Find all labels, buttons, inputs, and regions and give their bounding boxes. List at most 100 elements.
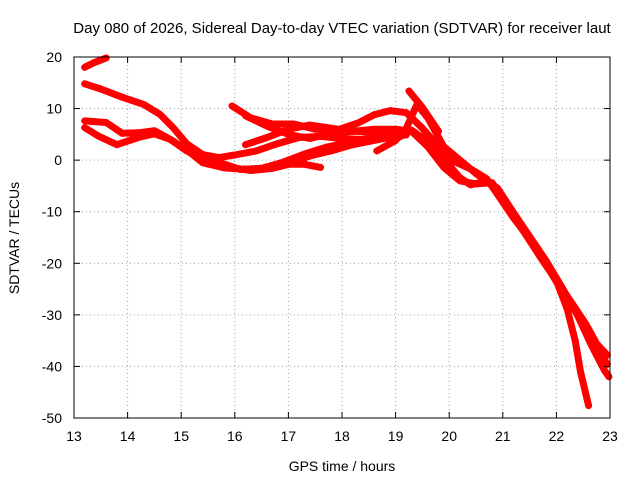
x-tick-label: 20 (441, 428, 457, 444)
data-point (370, 111, 378, 119)
data-point (418, 104, 426, 112)
data-point (89, 59, 97, 67)
tick-layer: 13 14 15 16 17 18 19 20 21 22 23 -50 -40 -30 -20 -10 0 10… (42, 49, 618, 444)
data-point (252, 147, 260, 155)
data-point (370, 128, 378, 136)
series-line (225, 160, 325, 174)
y-tick-label: 0 (54, 152, 62, 168)
data-point (440, 155, 448, 163)
data-point (231, 151, 239, 159)
x-tick-label: 14 (120, 428, 136, 444)
data-point (536, 253, 544, 261)
data-point (242, 141, 250, 149)
chart-title: Day 080 of 2026, Sidereal Day-to-day VTE… (73, 20, 611, 37)
x-axis-label: GPS time / hours (289, 458, 396, 474)
data-point (349, 127, 357, 135)
data-point (434, 127, 442, 135)
data-point (284, 125, 292, 133)
y-tick-label: -20 (42, 255, 62, 271)
data-point (166, 136, 174, 144)
x-tick-label: 23 (602, 428, 618, 444)
data-point (386, 107, 394, 115)
y-tick-label: 10 (46, 101, 62, 117)
data-point (488, 181, 496, 189)
x-tick-label: 22 (549, 428, 565, 444)
data-point (284, 160, 292, 168)
x-tick-label: 15 (173, 428, 189, 444)
data-point (408, 126, 416, 134)
y-tick-label: -30 (42, 307, 62, 323)
series-track-1 (81, 54, 110, 71)
data-point (140, 100, 148, 108)
data-point (456, 174, 464, 182)
data-point (343, 139, 351, 147)
data-point (300, 160, 308, 168)
data-point (247, 166, 255, 174)
y-tick-label: -40 (42, 358, 62, 374)
data-point (150, 127, 158, 135)
data-point (199, 155, 207, 163)
data-point (300, 150, 308, 158)
data-point (263, 122, 271, 130)
data-point (327, 124, 335, 132)
data-point (268, 164, 276, 172)
data-point (263, 133, 271, 141)
data-point (306, 134, 314, 142)
series-track-8 (225, 160, 325, 174)
data-point (97, 85, 105, 93)
data-point (113, 141, 121, 149)
x-tick-label: 13 (66, 428, 82, 444)
data-point (81, 63, 89, 71)
data-point (386, 127, 394, 135)
data-point (424, 138, 432, 146)
y-axis-label: SDTVAR / TECUs (6, 182, 22, 294)
data-point (440, 163, 448, 171)
data-point (601, 367, 609, 375)
data-point (225, 163, 233, 171)
data-point (94, 132, 102, 140)
x-tick-label: 19 (388, 428, 404, 444)
data-point (520, 228, 528, 236)
data-point (373, 147, 381, 155)
data-point (587, 341, 595, 349)
data-point (504, 205, 512, 213)
data-point (118, 93, 126, 101)
data-point (402, 109, 410, 117)
data-point (440, 143, 448, 151)
data-point (228, 102, 236, 110)
series-track-9 (373, 100, 593, 410)
data-point (582, 390, 590, 398)
data-point (81, 80, 89, 88)
data-point (552, 277, 560, 285)
grid-layer (74, 57, 610, 418)
data-point (418, 124, 426, 132)
series-track-6 (242, 112, 611, 368)
data-point (306, 121, 314, 129)
data-point (102, 54, 110, 62)
data-point (467, 181, 475, 189)
data-point (156, 110, 164, 118)
x-tick-label: 18 (334, 428, 350, 444)
y-tick-label: -50 (42, 410, 62, 426)
x-tick-label: 17 (281, 428, 297, 444)
data-point (242, 112, 250, 120)
y-tick-label: -10 (42, 204, 62, 220)
data-point (605, 373, 613, 381)
data-point (274, 140, 282, 148)
data-point (472, 170, 480, 178)
data-point (392, 137, 400, 145)
data-point (118, 129, 126, 137)
x-tick-label: 21 (495, 428, 511, 444)
data-point (81, 124, 89, 132)
data-point (563, 305, 571, 313)
data-point (317, 163, 325, 171)
data-point (81, 117, 89, 125)
x-tick-label: 16 (227, 428, 243, 444)
y-tick-label: 20 (46, 49, 62, 65)
data-point (322, 143, 330, 151)
data-point (215, 158, 223, 166)
series-line (373, 100, 593, 410)
data-point (574, 312, 582, 320)
data-point (169, 124, 177, 132)
